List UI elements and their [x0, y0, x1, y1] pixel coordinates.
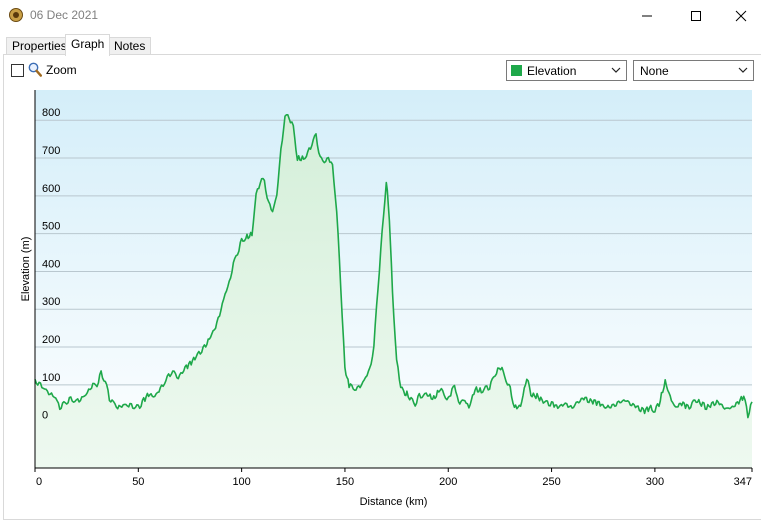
zoom-checkbox[interactable]	[11, 64, 24, 77]
series-select[interactable]: Elevation	[506, 60, 627, 81]
x-tick-label: 150	[336, 476, 354, 488]
y-tick-label: 0	[42, 410, 48, 422]
chevron-down-icon	[611, 67, 621, 73]
title-bar: 06 Dec 2021	[0, 0, 764, 31]
maximize-button[interactable]	[673, 0, 719, 31]
x-tick-label: 250	[542, 476, 560, 488]
x-axis-label: Distance (km)	[360, 496, 428, 508]
x-tick-label: 0	[36, 476, 42, 488]
y-tick-label: 200	[42, 334, 60, 346]
second-select-value: None	[640, 64, 669, 78]
series-color-swatch	[511, 65, 522, 76]
close-button[interactable]	[718, 0, 764, 31]
x-tick-label: 100	[232, 476, 250, 488]
window-title: 06 Dec 2021	[30, 8, 99, 22]
x-tick-label: 50	[132, 476, 144, 488]
x-tick-label: 300	[646, 476, 664, 488]
y-tick-label: 800	[42, 107, 60, 119]
tab-strip: Properties Graph Notes	[0, 31, 764, 56]
minimize-button[interactable]	[624, 0, 670, 31]
minimize-icon	[642, 15, 652, 16]
axes	[34, 90, 753, 472]
y-axis-label: Elevation (m)	[20, 237, 32, 302]
y-tick-label: 400	[42, 258, 60, 270]
chevron-down-icon	[738, 67, 748, 73]
elevation-line	[34, 114, 753, 419]
elevation-area	[35, 114, 752, 469]
magnifier-icon	[28, 62, 42, 77]
y-tick-label: 700	[42, 145, 60, 157]
x-tick-label: 347	[734, 476, 752, 488]
close-icon	[735, 10, 747, 21]
y-tick-label: 500	[42, 221, 60, 233]
y-tick-label: 600	[42, 183, 60, 195]
tab-graph[interactable]: Graph	[65, 34, 111, 56]
y-tick-label: 300	[42, 296, 60, 308]
x-tick-labels: 0 50 100 150 200 250 300 347	[36, 476, 752, 488]
y-tick-labels: 0 100 200 300 400 500 600 700 800	[42, 107, 60, 421]
elevation-chart: 0 100 200 300 400 500 600 700 800 0 50 100 150 200 25…	[20, 90, 753, 508]
app-icon	[9, 8, 23, 22]
series-select-value: Elevation	[527, 64, 577, 78]
tab-notes[interactable]: Notes	[108, 37, 152, 55]
zoom-label: Zoom	[46, 63, 77, 77]
y-tick-label: 100	[42, 372, 60, 384]
maximize-icon	[691, 10, 701, 21]
second-series-select[interactable]: None	[633, 60, 754, 81]
tab-properties[interactable]: Properties	[6, 37, 73, 55]
x-tick-label: 200	[439, 476, 457, 488]
